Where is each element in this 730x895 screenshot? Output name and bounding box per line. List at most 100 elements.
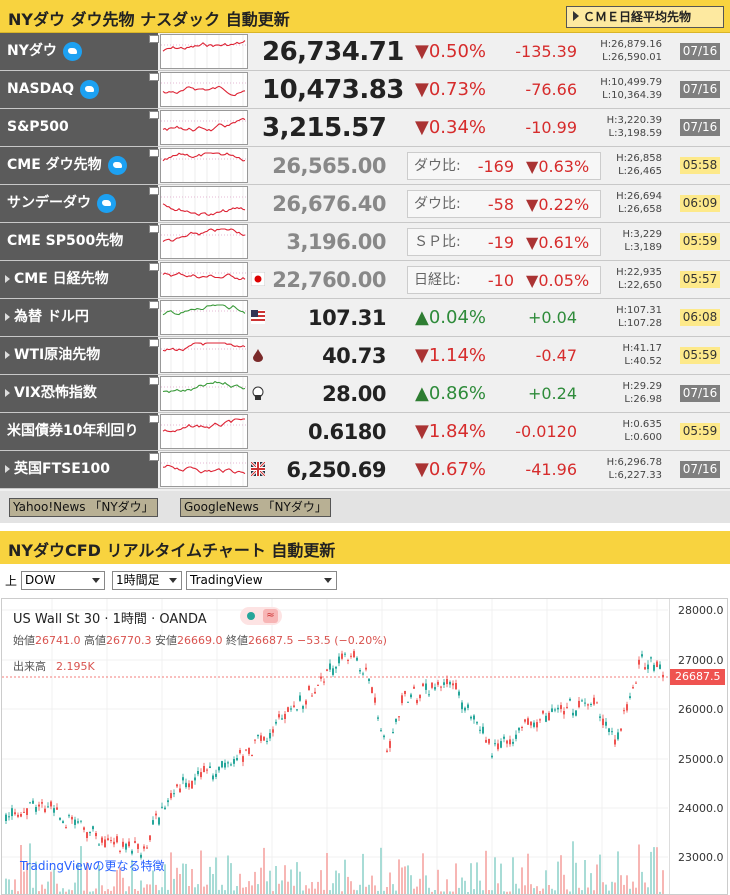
comparison-box: ＳＰ比: -19 ▼0.61%: [407, 228, 601, 256]
high-low: H:6,296.78 L:6,227.33: [598, 456, 662, 482]
quote-name-cell[interactable]: CME ダウ先物: [0, 147, 158, 184]
comparison-box: ダウ比: -169 ▼0.63%: [407, 152, 601, 180]
volume-label: 出来高: [13, 660, 46, 673]
tradingview-chart[interactable]: US Wall St 30 · 1時間 · OANDA ≈ 始値26741.0 …: [1, 598, 728, 895]
quote-change: -135.39: [515, 42, 577, 61]
enlarge-chart-icon[interactable]: [149, 111, 159, 119]
high-low: H:26,879.16 L:26,590.01: [598, 38, 662, 64]
mini-chart[interactable]: [149, 414, 248, 449]
mini-chart[interactable]: [149, 186, 248, 221]
chart-header-bar: NYダウCFD リアルタイムチャート 自動更新: [0, 531, 730, 564]
twitter-icon[interactable]: [97, 193, 116, 213]
high-value: H:26,879.16: [600, 39, 662, 50]
twitter-icon[interactable]: [107, 155, 127, 175]
mini-chart[interactable]: [149, 376, 248, 411]
comparison-pct: ▼0.61%: [526, 229, 589, 256]
chart-status-pill[interactable]: ≈: [240, 607, 282, 625]
symbol-select[interactable]: DOW: [21, 571, 105, 590]
google-news-link[interactable]: GoogleNews 「NYダウ」: [180, 498, 331, 517]
quote-name-cell[interactable]: WTI原油先物: [0, 337, 158, 374]
expand-arrow-icon[interactable]: [5, 465, 10, 473]
update-time: 06:09: [680, 195, 720, 212]
mini-chart[interactable]: [149, 148, 248, 183]
enlarge-chart-icon[interactable]: [149, 263, 159, 271]
comparison-value: -58: [487, 195, 514, 214]
enlarge-chart-icon[interactable]: [149, 415, 159, 423]
comparison-label: ダウ比:: [414, 196, 461, 212]
update-time: 07/16: [680, 461, 720, 478]
quote-name-cell[interactable]: 米国債券10年利回り: [0, 413, 158, 450]
up-triangle-icon: ▲: [415, 307, 429, 328]
volume-value: 2.195K: [56, 660, 95, 673]
mini-chart[interactable]: [149, 300, 248, 335]
mini-chart[interactable]: [149, 34, 248, 69]
up-triangle-icon: ▲: [415, 383, 429, 404]
quote-row: サンデーダウ 26,676.40 ダウ比: -58 ▼0.22% H:26,694 L:26…: [0, 185, 730, 223]
mini-chart[interactable]: [149, 224, 248, 259]
high-value: H:3,220.39: [606, 115, 662, 126]
cme-nikkei-button[interactable]: ＣＭＥ日経平均先物: [566, 6, 724, 28]
quote-name-cell[interactable]: CME 日経先物: [0, 261, 158, 298]
mini-chart-line: [161, 339, 247, 372]
quote-pct: ▲0.04%: [415, 299, 495, 336]
quote-row: 英国FTSE100 6,250.69 ▼0.67% -41.96 H:6,296.78 L…: [0, 451, 730, 489]
enlarge-chart-icon[interactable]: [149, 301, 159, 309]
quote-name-cell[interactable]: 為替 ドル円: [0, 299, 158, 336]
expand-arrow-icon[interactable]: [5, 313, 10, 321]
interval-select[interactable]: 1時間足: [112, 571, 182, 590]
candlestick-plot[interactable]: [2, 599, 668, 895]
enlarge-chart-icon[interactable]: [149, 225, 159, 233]
quote-name-cell[interactable]: VIX恐怖指数: [0, 375, 158, 412]
mini-chart[interactable]: [149, 72, 248, 107]
high-low: H:26,858 L:26,465: [598, 152, 662, 178]
enlarge-chart-icon[interactable]: [149, 35, 159, 43]
expand-arrow-icon[interactable]: [5, 275, 10, 283]
quote-pct: ▼0.73%: [415, 71, 495, 108]
cme-button-label: ＣＭＥ日経平均先物: [583, 10, 692, 24]
mini-chart-line: [161, 453, 247, 486]
quote-change: -41.96: [525, 460, 577, 479]
enlarge-chart-icon[interactable]: [149, 73, 159, 81]
high-low: H:3,229 L:3,189: [598, 228, 662, 254]
quote-change: +0.04: [527, 308, 577, 327]
expand-arrow-icon[interactable]: [5, 351, 10, 359]
mini-chart-line: [161, 149, 247, 182]
enlarge-chart-icon[interactable]: [149, 187, 159, 195]
twitter-icon[interactable]: [80, 79, 99, 99]
provider-select[interactable]: TradingView: [186, 571, 337, 590]
high-value: H:107.31: [616, 305, 662, 316]
expand-arrow-icon[interactable]: [5, 389, 10, 397]
mini-chart[interactable]: [149, 338, 248, 373]
quote-name-cell[interactable]: CME SP500先物: [0, 223, 158, 260]
pct-value: 0.61%: [538, 233, 590, 252]
quote-name: WTI原油先物: [14, 347, 101, 363]
quote-name-cell[interactable]: サンデーダウ: [0, 185, 158, 222]
page-title: NYダウ ダウ先物 ナスダック 自動更新: [8, 10, 290, 29]
mini-chart[interactable]: [149, 110, 248, 145]
enlarge-chart-icon[interactable]: [149, 149, 159, 157]
high-low: H:0.635 L:0.600: [598, 418, 662, 444]
down-triangle-icon: ▼: [526, 157, 539, 176]
down-triangle-icon: ▼: [415, 117, 429, 138]
price-axis-label: 24000.0: [678, 802, 724, 815]
quote-name-cell[interactable]: NASDAQ: [0, 71, 158, 108]
high-value: H:3,229: [622, 229, 662, 240]
quote-name-cell[interactable]: S&P500: [0, 109, 158, 146]
enlarge-chart-icon[interactable]: [149, 453, 159, 461]
mini-chart-line: [161, 111, 247, 144]
enlarge-chart-icon[interactable]: [149, 377, 159, 385]
yahoo-news-link[interactable]: Yahoo!News 「NYダウ」: [9, 498, 158, 517]
quote-name-cell[interactable]: 英国FTSE100: [0, 451, 158, 488]
high-value: H:41.17: [622, 343, 662, 354]
mini-chart[interactable]: [149, 262, 248, 297]
price-axis[interactable]: 28000.0 27000.0 26000.0 25000.0 24000.0 23000…: [669, 599, 727, 894]
quote-name-cell[interactable]: NYダウ: [0, 33, 158, 70]
chevron-down-icon: [92, 578, 100, 583]
enlarge-chart-icon[interactable]: [149, 339, 159, 347]
mini-chart[interactable]: [149, 452, 248, 487]
play-arrow-icon: [573, 11, 579, 21]
tradingview-footer-link[interactable]: TradingViewの更なる特徴: [20, 859, 165, 873]
comparison-value: -169: [477, 157, 514, 176]
twitter-icon[interactable]: [62, 41, 82, 61]
high-value: H:26,694: [616, 191, 662, 202]
